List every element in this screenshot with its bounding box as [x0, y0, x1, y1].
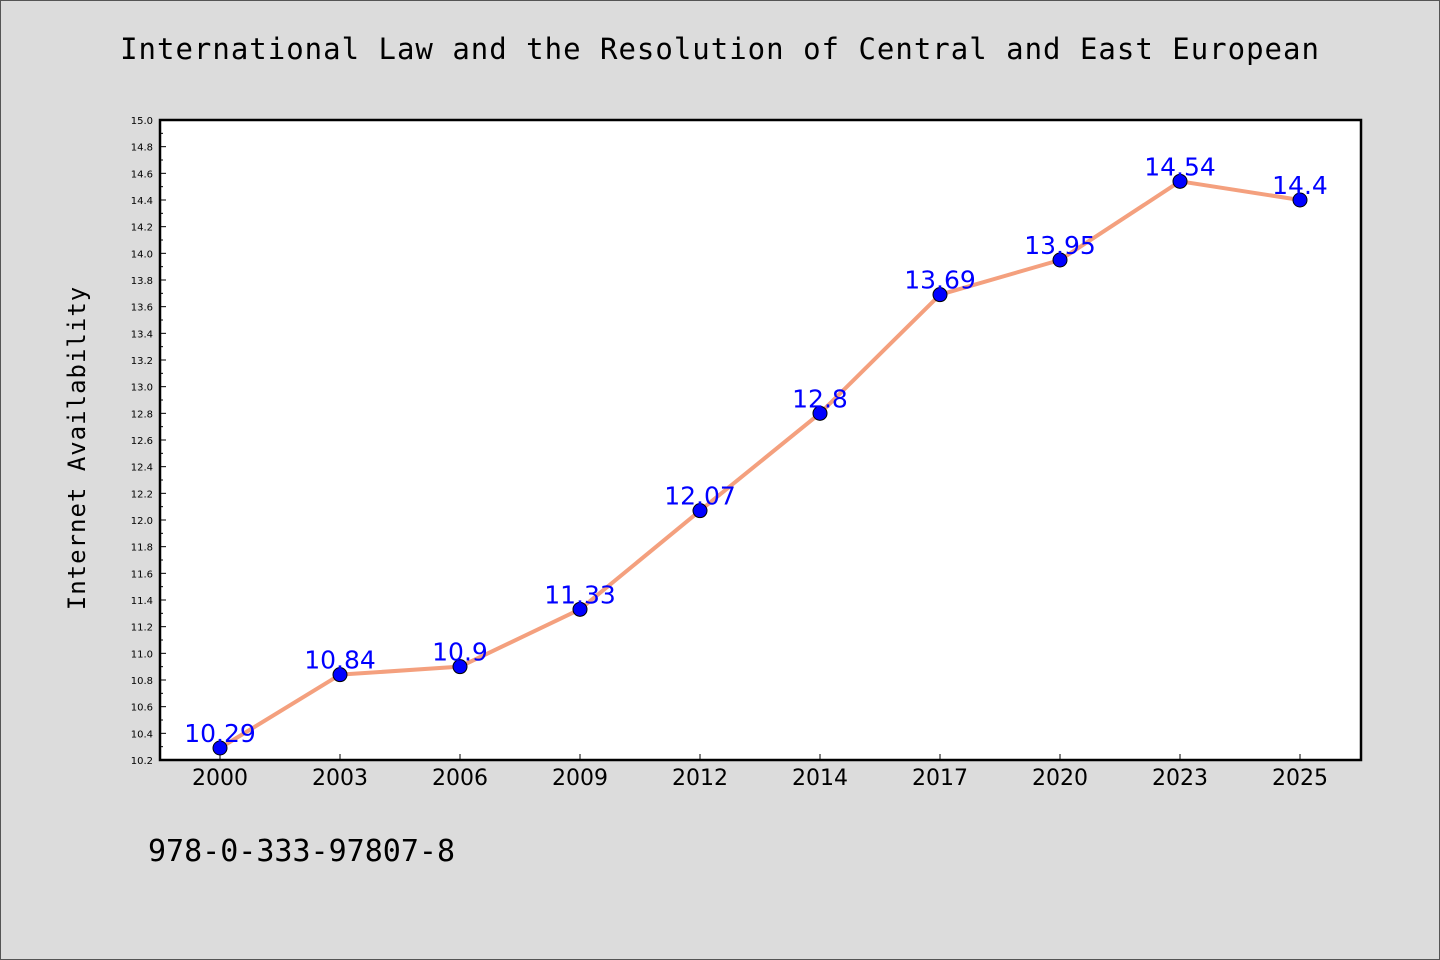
series-line — [218, 179, 1301, 750]
x-tick-label: 2020 — [1032, 766, 1088, 791]
x-tick-label: 2023 — [1152, 766, 1208, 791]
data-label: 10.84 — [304, 646, 376, 675]
x-tick-label: 2017 — [912, 766, 968, 791]
data-point — [212, 740, 228, 756]
y-tick-label: 13.2 — [131, 356, 153, 367]
y-tick-label: 13.4 — [131, 329, 153, 340]
y-tick-label: 10.6 — [131, 703, 153, 714]
y-tick-label: 13.8 — [131, 276, 153, 287]
y-tick-label: 13.6 — [131, 303, 153, 314]
y-tick-label: 11.0 — [131, 649, 153, 660]
x-tick-label: 2006 — [432, 766, 488, 791]
data-label: 12.8 — [792, 384, 848, 413]
x-tick-label: 2014 — [792, 766, 848, 791]
y-tick-label: 11.6 — [131, 569, 153, 580]
y-tick-label: 11.2 — [131, 623, 153, 634]
data-label: 14.54 — [1144, 152, 1216, 181]
data-point — [1292, 192, 1308, 208]
y-axis-label: Internet Availability — [63, 286, 91, 610]
data-markers — [212, 173, 1308, 756]
y-tick-label: 14.4 — [131, 196, 153, 207]
y-tick-label: 12.8 — [131, 409, 153, 420]
data-label: 14.4 — [1272, 171, 1328, 200]
x-axis: 2000 2003 2006 2009 2012 2014 2017 2020 2023 2025 — [192, 754, 1328, 791]
y-tick-label: 10.2 — [131, 756, 153, 767]
data-point — [1052, 252, 1068, 268]
data-labels: 10.29 10.84 10.9 11.33 12.07 12.8 13.69 13.95 14… — [184, 152, 1328, 748]
data-label: 10.9 — [432, 638, 488, 667]
y-tick-label: 13.0 — [131, 383, 153, 394]
y-tick-label: 14.6 — [131, 169, 153, 180]
y-tick-label: 14.2 — [131, 223, 153, 234]
data-point — [332, 667, 348, 683]
plot-area — [158, 118, 1363, 762]
data-label: 10.29 — [184, 719, 256, 748]
data-label: 13.69 — [904, 266, 976, 295]
y-tick-label: 10.8 — [131, 676, 153, 687]
y-tick-label: 12.6 — [131, 436, 153, 447]
chart-title: International Law and the Resolution of … — [120, 32, 1320, 66]
data-point — [1172, 173, 1188, 189]
isbn-code: 978-0-333-97807-8 — [148, 834, 456, 869]
data-label: 11.33 — [544, 580, 616, 609]
data-point — [572, 601, 588, 617]
x-tick-label: 2009 — [552, 766, 608, 791]
y-tick-label: 11.4 — [131, 596, 153, 607]
y-axis: 10.2 10.4 10.6 10.8 11.0 11.2 11.4 11.6 11.8 12.0… — [131, 116, 166, 767]
x-tick-label: 2025 — [1272, 766, 1328, 791]
data-point — [452, 659, 468, 675]
y-tick-label: 14.0 — [131, 249, 153, 260]
y-tick-label: 12.4 — [131, 463, 153, 474]
y-tick-label: 11.8 — [131, 543, 153, 554]
data-label: 12.07 — [664, 482, 736, 511]
y-tick-label: 10.4 — [131, 729, 153, 740]
x-tick-label: 2012 — [672, 766, 728, 791]
y-tick-label: 12.2 — [131, 489, 153, 500]
data-point — [812, 405, 828, 421]
data-point — [692, 503, 708, 519]
y-tick-label: 12.0 — [131, 516, 153, 527]
y-tick-label: 14.8 — [131, 143, 153, 154]
data-label: 13.95 — [1024, 231, 1096, 260]
data-point — [932, 287, 948, 303]
y-tick-label: 15.0 — [131, 116, 153, 127]
x-tick-label: 2000 — [192, 766, 248, 791]
x-tick-label: 2003 — [312, 766, 368, 791]
